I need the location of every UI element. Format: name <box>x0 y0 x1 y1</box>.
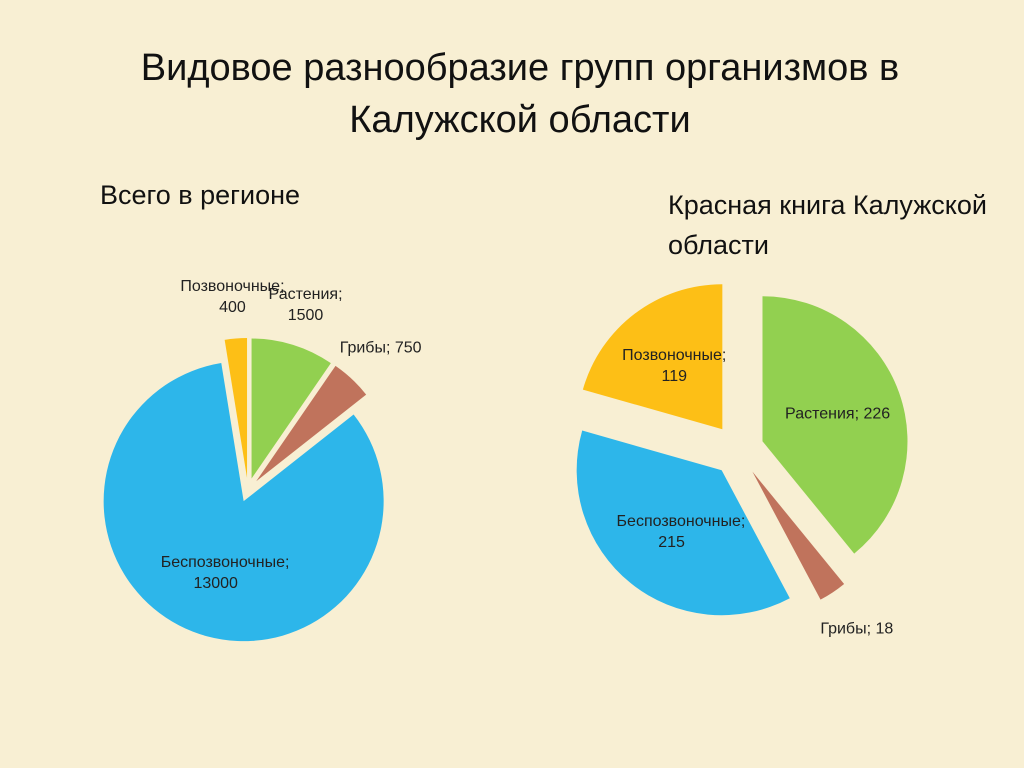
data-label: Грибы; 18 <box>820 620 894 638</box>
data-label: Растения; 226 <box>785 405 891 423</box>
data-label: Позвоночные; 400 <box>180 277 285 316</box>
chart-title: Красная книга Калужской области <box>668 190 987 260</box>
pie-slice <box>752 471 845 600</box>
pie-slice <box>251 338 331 479</box>
pie-slice <box>103 362 384 642</box>
data-label: Позвоночные; 119 <box>622 346 727 385</box>
data-label: Беспозвоночные; 13000 <box>160 553 290 592</box>
pie-slice <box>576 430 790 616</box>
slide-title: Видовое разнообразие групп организмов в … <box>140 47 900 141</box>
pie-slice <box>256 365 367 482</box>
data-label: Растения; 1500 <box>268 285 343 324</box>
pie-slice <box>582 284 723 430</box>
data-label: Грибы; 750 <box>339 339 422 357</box>
pie-slice <box>762 296 908 554</box>
chart-title: Всего в регионе <box>100 180 301 210</box>
pie-slice <box>224 338 248 479</box>
data-label: Беспозвоночные; 215 <box>616 513 746 552</box>
